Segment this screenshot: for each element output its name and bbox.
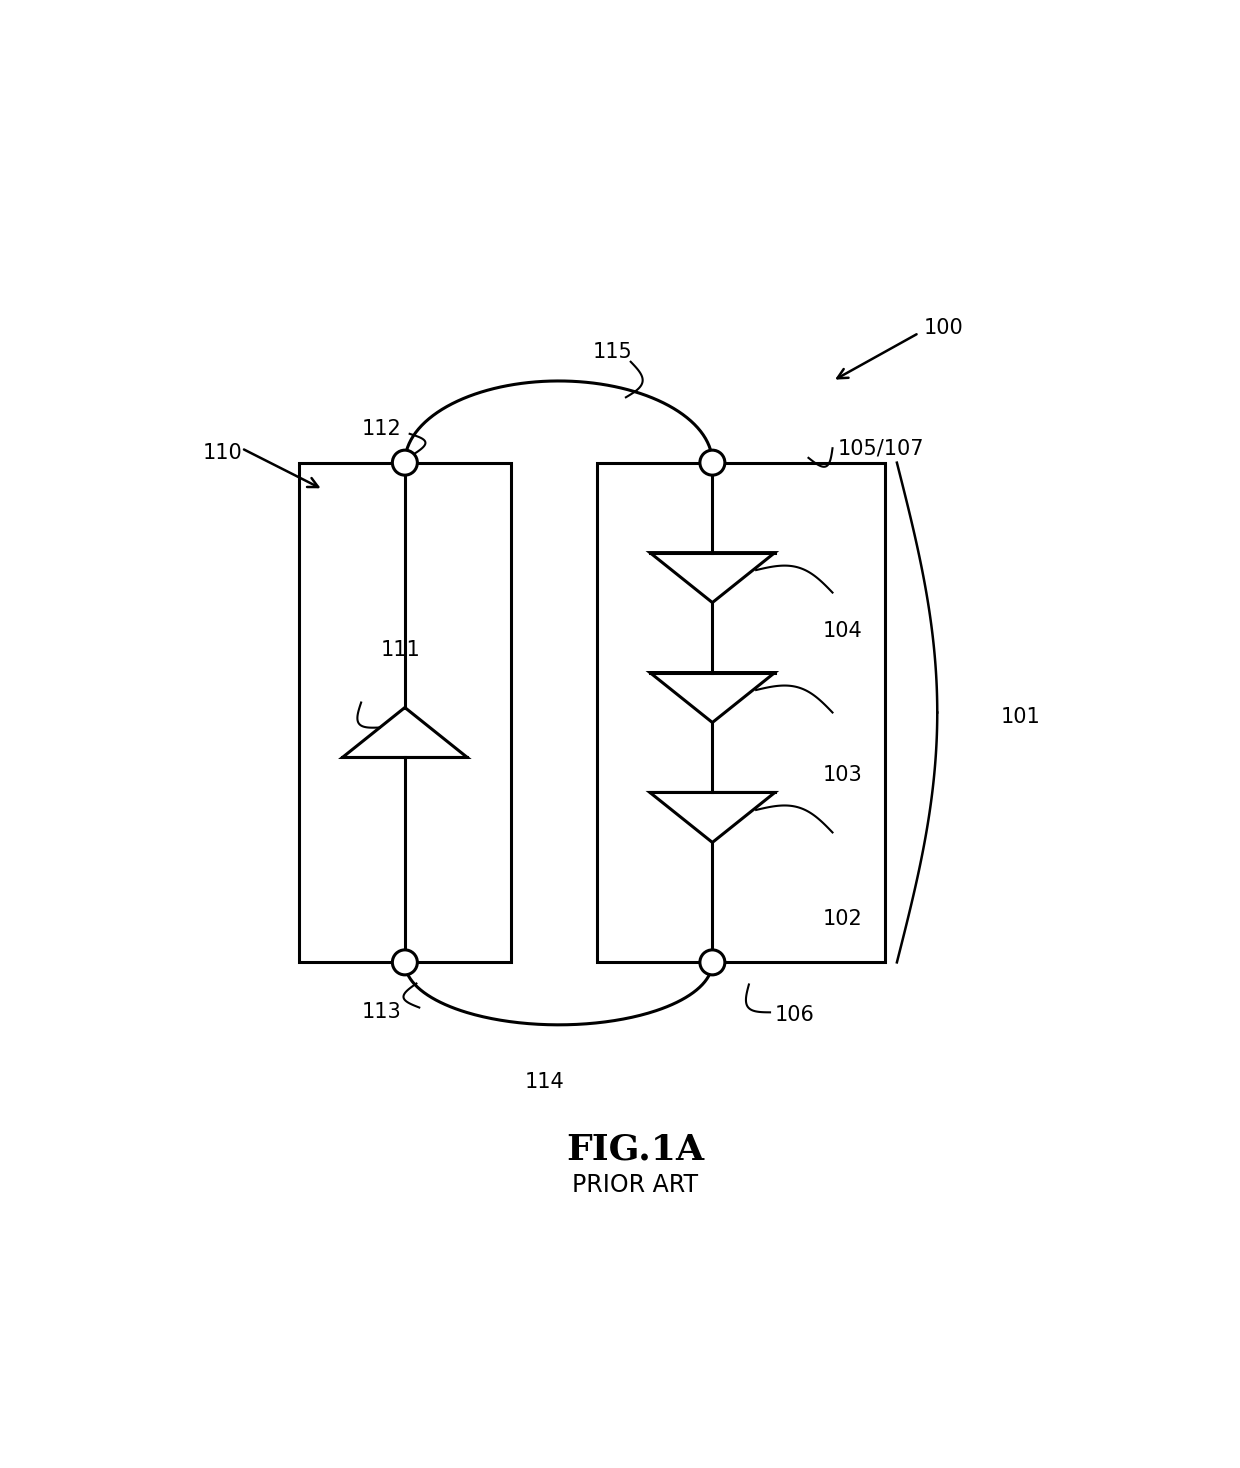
Text: 115: 115 [593,342,632,363]
Circle shape [392,950,418,975]
Circle shape [699,950,725,975]
Circle shape [392,451,418,476]
Text: 103: 103 [823,765,863,785]
Text: 110: 110 [203,443,243,462]
Text: 111: 111 [381,640,420,661]
Text: FIG.1A: FIG.1A [567,1133,704,1167]
Circle shape [699,451,725,476]
Text: 100: 100 [924,319,963,338]
Bar [596,462,885,963]
Text: 114: 114 [525,1073,564,1092]
Text: 102: 102 [823,909,863,929]
Text: 101: 101 [1001,708,1040,727]
Text: 112: 112 [362,418,402,439]
Text: 113: 113 [362,1003,402,1022]
Text: PRIOR ART: PRIOR ART [573,1173,698,1198]
Text: 104: 104 [823,621,863,642]
Text: 106: 106 [775,1006,815,1025]
Text: 105/107: 105/107 [837,439,924,458]
Bar [299,462,511,963]
